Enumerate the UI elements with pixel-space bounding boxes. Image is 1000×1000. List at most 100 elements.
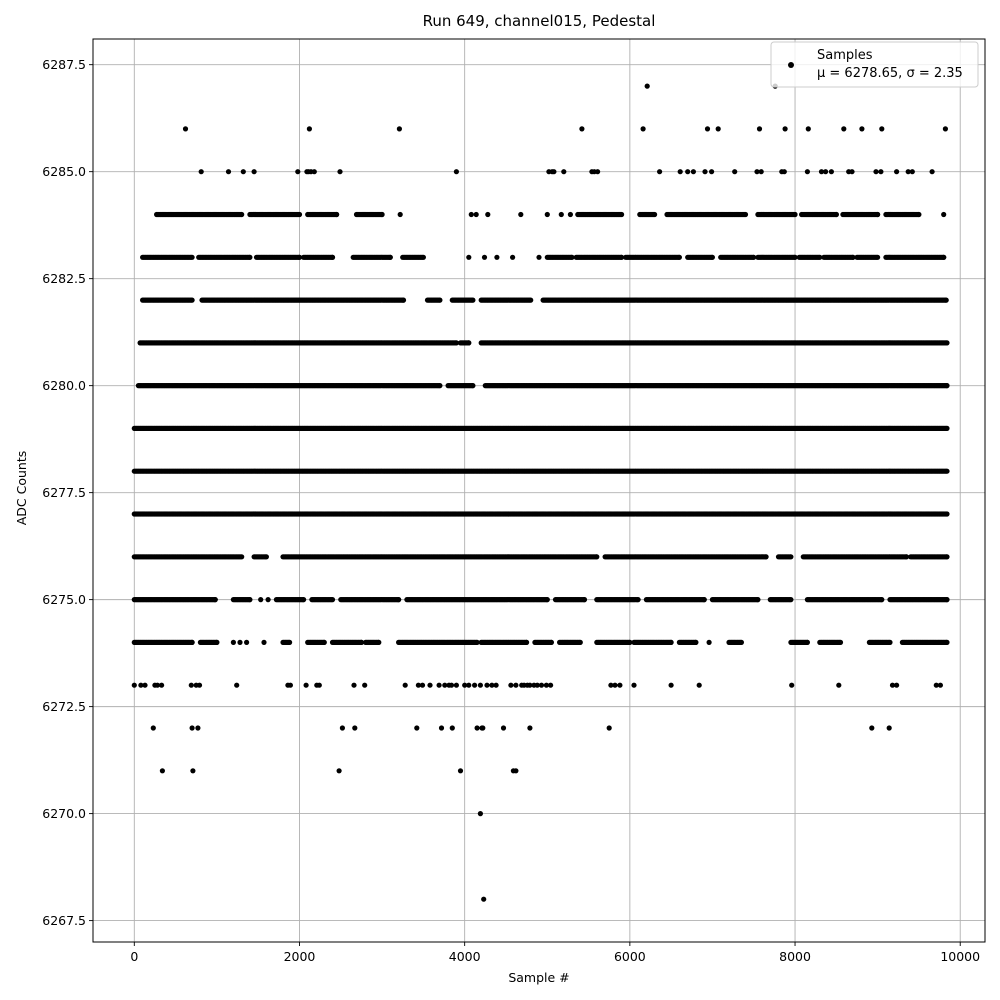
data-point xyxy=(334,211,340,218)
data-point xyxy=(437,297,443,303)
data-point xyxy=(833,211,839,218)
data-point xyxy=(944,383,950,389)
data-point xyxy=(943,297,949,303)
data-point xyxy=(879,126,885,132)
data-point xyxy=(551,169,557,175)
data-point xyxy=(579,126,585,132)
data-point xyxy=(189,297,195,303)
data-point xyxy=(781,169,787,175)
data-point xyxy=(828,169,835,175)
data-point xyxy=(225,169,232,175)
data-point xyxy=(702,169,708,175)
data-point xyxy=(536,254,542,260)
data-point xyxy=(751,254,757,260)
data-point xyxy=(941,211,947,218)
data-point xyxy=(640,126,646,132)
data-point xyxy=(619,211,625,218)
data-point xyxy=(379,211,385,218)
data-point xyxy=(466,254,472,260)
data-point xyxy=(652,211,658,218)
data-point xyxy=(732,169,738,175)
data-point xyxy=(544,211,550,218)
data-point xyxy=(468,211,474,218)
data-point xyxy=(941,254,947,260)
data-points xyxy=(131,83,950,902)
data-point xyxy=(182,126,189,132)
data-point xyxy=(754,169,760,175)
data-point xyxy=(929,169,935,175)
data-point xyxy=(685,169,691,175)
data-point xyxy=(657,169,663,175)
data-point xyxy=(849,169,855,175)
data-point xyxy=(818,169,825,175)
data-point xyxy=(296,211,303,218)
data-point xyxy=(198,169,204,175)
data-point xyxy=(240,169,246,175)
data-point xyxy=(247,254,253,260)
data-point xyxy=(704,126,711,132)
data-point xyxy=(567,211,574,218)
data-point xyxy=(239,211,245,218)
data-point xyxy=(944,340,950,346)
data-point xyxy=(528,297,534,303)
data-point xyxy=(329,254,336,260)
data-point xyxy=(295,169,301,175)
data-point xyxy=(916,211,922,218)
data-point xyxy=(644,83,650,89)
data-point xyxy=(481,254,488,260)
data-point xyxy=(400,297,407,303)
data-point xyxy=(189,254,195,260)
data-point xyxy=(453,340,459,346)
data-point xyxy=(558,211,564,218)
data-point xyxy=(561,169,567,175)
data-point xyxy=(756,126,763,132)
data-point xyxy=(676,254,683,260)
data-point xyxy=(944,425,950,431)
data-point xyxy=(817,254,823,260)
data-point xyxy=(306,126,312,132)
grid-lines xyxy=(93,39,985,942)
data-point xyxy=(859,126,865,132)
data-point xyxy=(473,211,479,218)
data-point xyxy=(453,169,459,175)
data-point xyxy=(470,297,476,303)
data-point xyxy=(494,254,500,260)
data-point xyxy=(823,169,829,175)
data-point xyxy=(690,169,697,175)
data-point xyxy=(875,211,881,218)
data-point xyxy=(509,254,516,260)
data-point xyxy=(742,211,749,218)
data-point xyxy=(485,211,491,218)
data-point xyxy=(782,126,788,132)
data-point xyxy=(619,254,625,260)
data-point xyxy=(397,211,403,218)
data-point xyxy=(387,254,393,260)
data-point xyxy=(942,126,949,132)
data-point xyxy=(677,169,683,175)
data-point xyxy=(311,169,317,175)
data-point xyxy=(758,169,764,175)
data-point xyxy=(944,468,950,474)
data-point xyxy=(875,254,881,260)
data-point xyxy=(850,254,856,260)
data-point xyxy=(715,126,721,132)
data-point xyxy=(396,126,402,132)
data-point xyxy=(709,254,716,260)
data-point xyxy=(595,169,601,175)
data-point xyxy=(792,211,798,218)
data-point xyxy=(296,254,303,260)
data-point xyxy=(251,169,257,175)
data-point xyxy=(878,169,884,175)
data-point xyxy=(804,169,811,175)
data-point xyxy=(873,169,879,175)
data-point xyxy=(466,340,472,346)
data-point xyxy=(569,254,575,260)
data-point xyxy=(905,169,911,175)
data-point xyxy=(518,211,524,218)
data-point xyxy=(437,383,443,389)
data-point xyxy=(709,169,715,175)
data-point xyxy=(841,126,847,132)
data-point xyxy=(337,169,343,175)
data-point xyxy=(909,169,915,175)
